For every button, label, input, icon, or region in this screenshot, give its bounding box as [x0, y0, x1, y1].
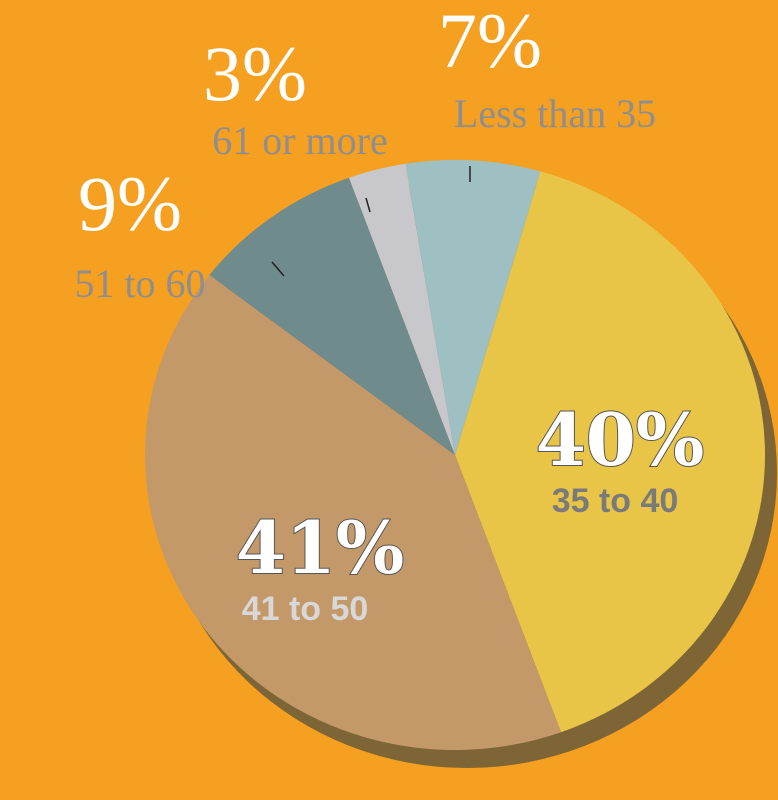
pie — [144, 160, 765, 750]
pie-slice — [348, 163, 455, 455]
pie-slice — [144, 275, 562, 750]
category-label: 61 or more — [212, 118, 388, 163]
value-label: 40% — [536, 397, 705, 482]
pie-slice — [209, 177, 455, 455]
category-label: 35 to 40 — [552, 482, 679, 520]
value-label: 41% — [236, 505, 405, 590]
leader-lines — [271, 166, 471, 277]
category-label: Less than 35 — [454, 91, 656, 136]
category-label: 41 to 50 — [242, 590, 369, 628]
value-label: 7% — [438, 0, 542, 84]
value-label: 3% — [203, 30, 307, 117]
pie-slice — [455, 171, 765, 733]
category-label: 51 to 60 — [74, 261, 205, 306]
value-label: 9% — [78, 160, 182, 247]
pie-slice — [405, 160, 541, 455]
